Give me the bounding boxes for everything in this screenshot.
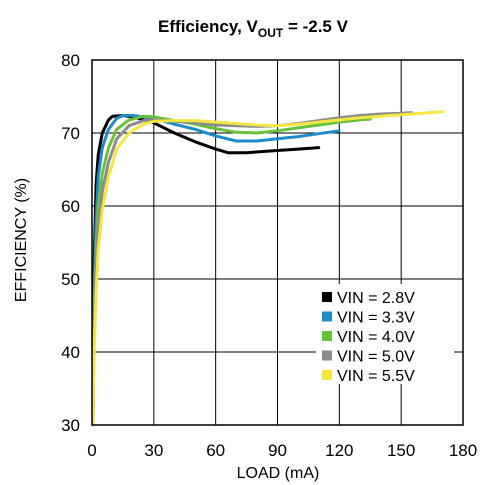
- series-lines: [91, 110, 444, 427]
- legend-entry: VIN = 5.5V: [337, 368, 415, 385]
- series-line-4: [91, 111, 413, 427]
- x-tick-label: 30: [144, 441, 163, 460]
- legend-swatch: [322, 311, 332, 322]
- x-tick-label: 90: [268, 441, 287, 460]
- plot-frame: [91, 59, 464, 426]
- legend-swatch: [322, 350, 332, 361]
- x-axis-label: LOAD (mA): [237, 465, 320, 482]
- legend-swatch: [322, 331, 332, 341]
- x-tick-label: 180: [449, 441, 477, 460]
- series-line-1: [91, 114, 321, 369]
- x-tick-label: 0: [87, 441, 96, 460]
- x-tick-label: 120: [325, 441, 353, 460]
- y-tick-label: 70: [61, 124, 80, 143]
- y-tick-label: 80: [61, 51, 80, 70]
- legend-background: [316, 284, 454, 384]
- y-tick-label: 50: [61, 270, 80, 289]
- legend-swatch: [322, 370, 332, 380]
- x-tick-label: 60: [206, 441, 225, 460]
- series-line-5: [91, 110, 444, 427]
- y-tick-label: 60: [61, 197, 80, 216]
- legend-entry: VIN = 5.0V: [337, 349, 415, 366]
- tick-labels: 0 30 60 90 120 150 180 30 40 50 60 70 80: [61, 51, 477, 460]
- x-tick-label: 150: [387, 441, 415, 460]
- legend-entry: VIN = 2.8V: [337, 290, 415, 307]
- legend-swatch: [322, 292, 332, 302]
- legend: VIN = 2.8V VIN = 3.3V VIN = 4.0V VIN = 5.0V…: [316, 284, 454, 385]
- chart-title: Efficiency, VOUT = -2.5 V: [158, 17, 349, 40]
- legend-entry: VIN = 3.3V: [337, 310, 415, 327]
- legend-entry: VIN = 4.0V: [337, 329, 415, 346]
- y-tick-label: 40: [61, 343, 80, 362]
- y-axis-label: EFFICIENCY (%): [13, 178, 30, 302]
- y-tick-label: 30: [61, 416, 80, 435]
